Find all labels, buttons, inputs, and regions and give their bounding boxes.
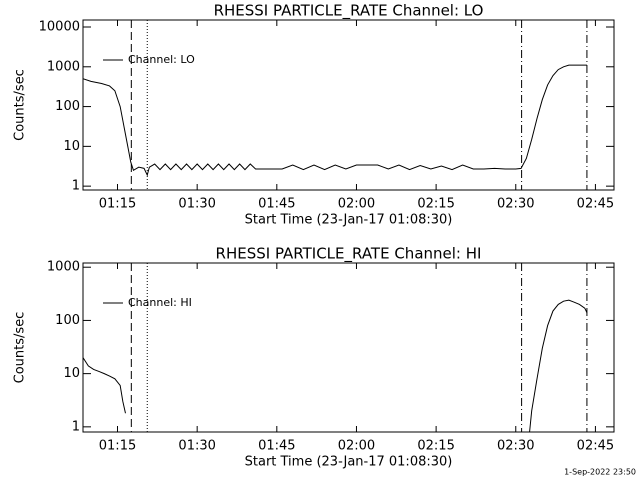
x-tick-label: 01:15 <box>99 439 136 454</box>
plot-frame <box>82 19 615 191</box>
x-axis-label: Start Time (23-Jan-17 01:08:30) <box>245 455 453 470</box>
x-tick-label: 01:15 <box>99 197 136 212</box>
y-tick-label: 1000 <box>47 260 80 275</box>
y-tick-label: 10 <box>63 366 80 381</box>
x-tick-label: 02:30 <box>497 197 534 212</box>
x-tick-label: 01:45 <box>258 197 295 212</box>
y-axis-label: Counts/sec <box>13 312 28 384</box>
legend-label: Channel: LO <box>128 53 195 66</box>
x-tick-label: 02:45 <box>577 197 614 212</box>
x-tick-label: 02:00 <box>338 197 375 212</box>
data-line <box>83 299 588 432</box>
footer: 1-Sep-2022 23:50 <box>564 468 636 477</box>
x-tick-label: 01:30 <box>178 439 215 454</box>
plot-frame <box>82 262 615 433</box>
x-tick-label: 02:30 <box>497 439 534 454</box>
x-tick-label: 01:30 <box>178 197 215 212</box>
x-tick-label: 02:00 <box>338 439 375 454</box>
x-tick-label: 01:45 <box>258 439 295 454</box>
chart-title: RHESSI PARTICLE_RATE Channel: HI <box>216 245 482 264</box>
x-tick-label: 02:45 <box>577 439 614 454</box>
data-line <box>83 64 587 177</box>
y-tick-label: 1 <box>72 179 80 194</box>
x-axis-label: Start Time (23-Jan-17 01:08:30) <box>245 213 453 228</box>
x-tick-label: 02:15 <box>417 439 454 454</box>
y-tick-label: 100 <box>55 313 80 328</box>
chart-title: RHESSI PARTICLE_RATE Channel: LO <box>214 2 484 21</box>
x-tick-label: 02:15 <box>417 197 454 212</box>
y-tick-label: 10 <box>63 139 80 154</box>
y-tick-label: 100 <box>55 99 80 114</box>
y-tick-label: 1 <box>72 419 80 434</box>
y-tick-label: 10000 <box>39 20 80 35</box>
y-axis-label: Counts/sec <box>13 69 28 141</box>
legend-label: Channel: HI <box>128 296 192 309</box>
y-tick-label: 1000 <box>47 59 80 74</box>
